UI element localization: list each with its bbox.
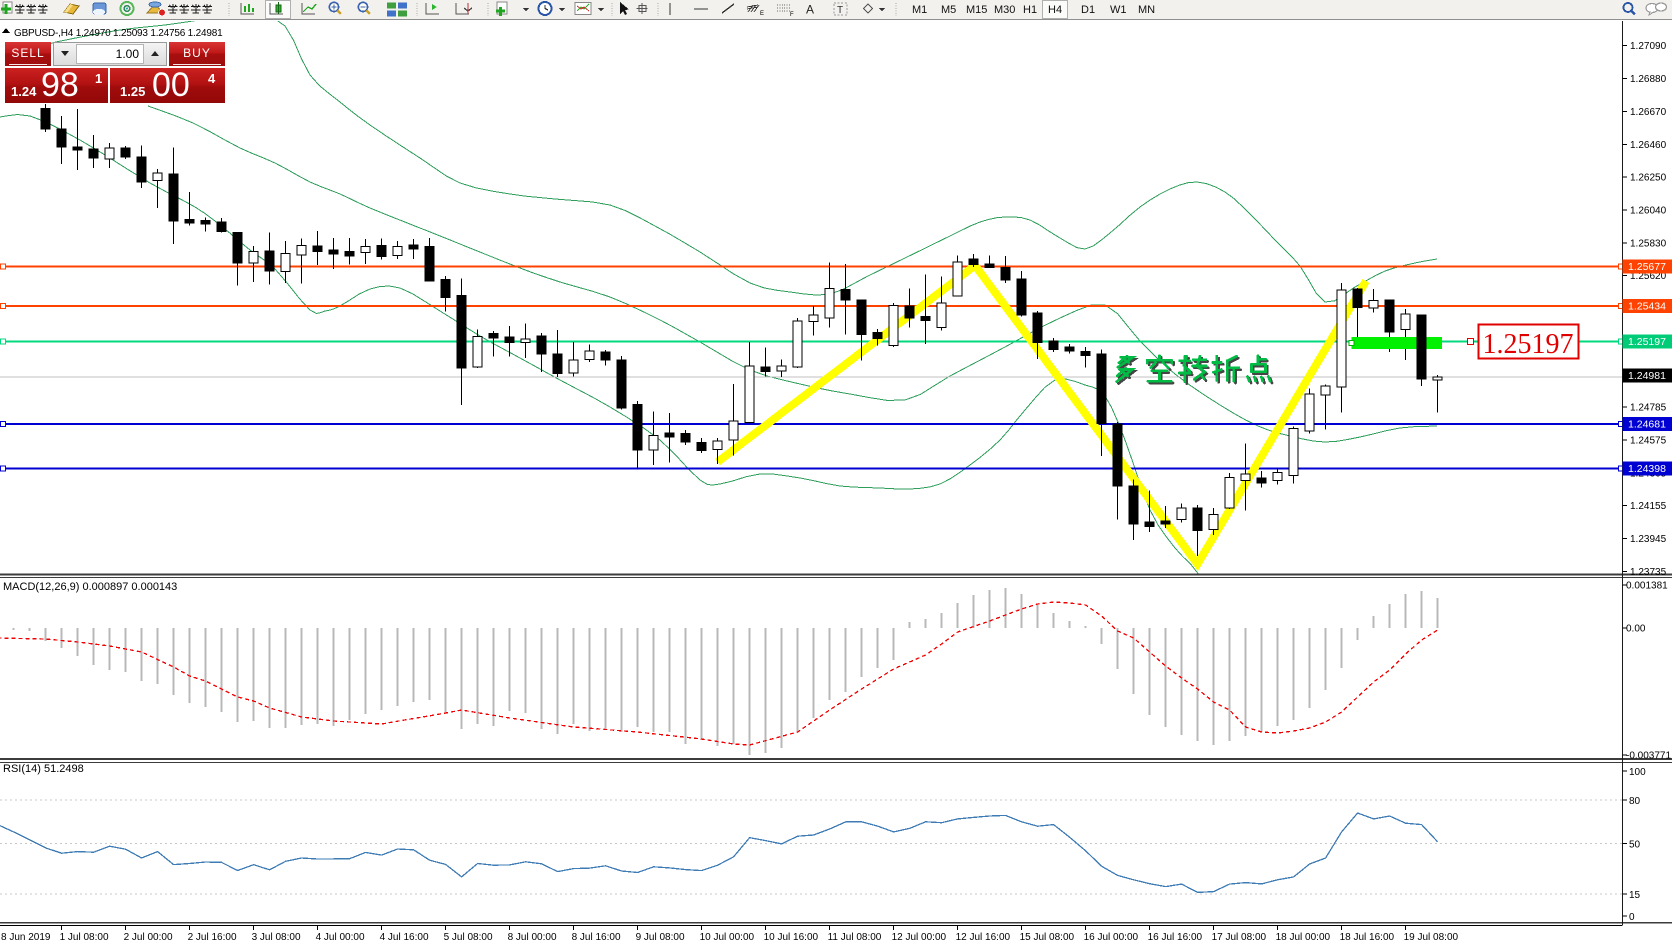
svg-text:1.26880: 1.26880 xyxy=(1630,74,1667,85)
svg-text:11 Jul 08:00: 11 Jul 08:00 xyxy=(828,932,882,943)
svg-text:1.25677: 1.25677 xyxy=(1628,261,1666,273)
svg-text:4 Jul 00:00: 4 Jul 00:00 xyxy=(316,932,365,943)
svg-text:17 Jul 08:00: 17 Jul 08:00 xyxy=(1212,932,1267,943)
svg-text:2 Jul 00:00: 2 Jul 00:00 xyxy=(124,932,173,943)
svg-text:MACD(12,26,9) 0.000897 0.00014: MACD(12,26,9) 0.000897 0.000143 xyxy=(3,581,177,593)
svg-text:12 Jul 16:00: 12 Jul 16:00 xyxy=(956,932,1011,943)
svg-text:1.23945: 1.23945 xyxy=(1630,534,1667,545)
svg-text:15 Jul 08:00: 15 Jul 08:00 xyxy=(1020,932,1075,943)
svg-text:E: E xyxy=(760,11,764,17)
svg-text:3 Jul 08:00: 3 Jul 08:00 xyxy=(252,932,301,943)
svg-text:MN: MN xyxy=(1138,4,1155,16)
svg-text:10 Jul 00:00: 10 Jul 00:00 xyxy=(700,932,755,943)
svg-text:1.24785: 1.24785 xyxy=(1630,403,1667,414)
svg-text:10 Jul 16:00: 10 Jul 16:00 xyxy=(764,932,819,943)
svg-text:5 Jul 08:00: 5 Jul 08:00 xyxy=(444,932,493,943)
svg-text:1.24398: 1.24398 xyxy=(1628,463,1666,475)
svg-text:18 Jul 16:00: 18 Jul 16:00 xyxy=(1340,932,1395,943)
svg-text:F: F xyxy=(790,12,794,18)
svg-text:1.24575: 1.24575 xyxy=(1630,435,1667,446)
svg-text:4 Jul 16:00: 4 Jul 16:00 xyxy=(380,932,429,943)
svg-text:1.25197: 1.25197 xyxy=(1628,336,1666,348)
svg-text:1.27090: 1.27090 xyxy=(1630,41,1667,52)
svg-text:1.25434: 1.25434 xyxy=(1628,301,1666,313)
svg-text:1.25830: 1.25830 xyxy=(1630,238,1667,249)
svg-text:16 Jul 16:00: 16 Jul 16:00 xyxy=(1148,932,1203,943)
svg-text:D1: D1 xyxy=(1081,4,1095,16)
svg-text:1.26040: 1.26040 xyxy=(1630,206,1667,217)
svg-text:1.26670: 1.26670 xyxy=(1630,107,1667,118)
svg-text:1.26250: 1.26250 xyxy=(1630,173,1667,184)
svg-text:2 Jul 16:00: 2 Jul 16:00 xyxy=(188,932,237,943)
svg-text:50: 50 xyxy=(1629,840,1641,851)
svg-text:1.25197: 1.25197 xyxy=(1483,329,1574,360)
svg-text:1.23735: 1.23735 xyxy=(1630,567,1667,578)
svg-text:1.24155: 1.24155 xyxy=(1630,501,1667,512)
svg-text:12 Jul 00:00: 12 Jul 00:00 xyxy=(892,932,947,943)
svg-text:19 Jul 08:00: 19 Jul 08:00 xyxy=(1404,932,1459,943)
svg-text:M30: M30 xyxy=(994,4,1015,16)
svg-text:8 Jul 16:00: 8 Jul 16:00 xyxy=(572,932,621,943)
svg-text:M15: M15 xyxy=(966,4,987,16)
svg-text:W1: W1 xyxy=(1110,4,1127,16)
svg-text:H1: H1 xyxy=(1023,4,1037,16)
svg-text:0.00: 0.00 xyxy=(1626,624,1646,635)
svg-text:8 Jul 00:00: 8 Jul 00:00 xyxy=(508,932,557,943)
svg-text:A: A xyxy=(806,3,814,17)
svg-text:1.26460: 1.26460 xyxy=(1630,140,1667,151)
svg-text:80: 80 xyxy=(1629,796,1641,807)
svg-text:M5: M5 xyxy=(941,4,956,16)
svg-text:M1: M1 xyxy=(912,4,927,16)
svg-text:0.001381: 0.001381 xyxy=(1626,581,1668,592)
svg-text:8 Jun 2019: 8 Jun 2019 xyxy=(1,932,51,943)
svg-text:H4: H4 xyxy=(1048,4,1062,16)
svg-text:9 Jul 08:00: 9 Jul 08:00 xyxy=(636,932,685,943)
svg-text:18 Jul 00:00: 18 Jul 00:00 xyxy=(1276,932,1331,943)
svg-text:T: T xyxy=(837,5,843,16)
svg-text:RSI(14) 51.2498: RSI(14) 51.2498 xyxy=(3,763,84,775)
svg-text:1.25620: 1.25620 xyxy=(1630,271,1667,282)
svg-text:1.24981: 1.24981 xyxy=(1628,370,1666,382)
svg-text:0: 0 xyxy=(1629,912,1635,923)
svg-text:16 Jul 00:00: 16 Jul 00:00 xyxy=(1084,932,1139,943)
svg-text:-0.003771: -0.003771 xyxy=(1626,751,1671,762)
svg-text:100: 100 xyxy=(1629,767,1646,778)
svg-text:GBPUSD-,H4 1.24970 1.25093 1.: GBPUSD-,H4 1.24970 1.25093 1.24756 1.249… xyxy=(14,28,223,39)
svg-text:1.24681: 1.24681 xyxy=(1628,419,1666,431)
svg-text:1 Jul 08:00: 1 Jul 08:00 xyxy=(60,932,109,943)
svg-text:15: 15 xyxy=(1629,890,1641,901)
